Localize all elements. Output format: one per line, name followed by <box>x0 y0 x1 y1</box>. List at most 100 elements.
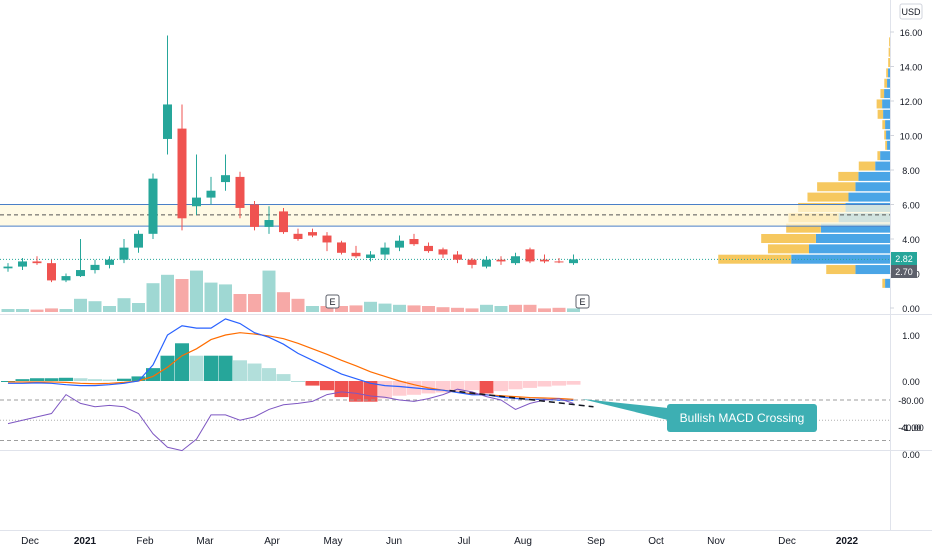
profile-bar-yellow <box>767 244 809 254</box>
macd-histogram-bar <box>508 381 523 390</box>
candle[interactable] <box>322 232 332 252</box>
secondary-price-label: 2.70 <box>895 267 913 277</box>
candle[interactable] <box>76 239 85 277</box>
candle[interactable] <box>47 259 56 283</box>
candle-body <box>32 261 42 264</box>
profile-bar-blue <box>883 109 890 119</box>
candle-body <box>134 233 143 248</box>
candle[interactable] <box>467 257 477 269</box>
price-tick-label: 14.00 <box>900 63 923 73</box>
rsi-trendline[interactable] <box>449 389 594 408</box>
candle[interactable] <box>496 256 506 265</box>
candle[interactable] <box>235 171 245 219</box>
currency-label-box <box>899 3 923 20</box>
macd-histogram-bar <box>247 363 262 381</box>
candle[interactable] <box>18 257 27 271</box>
candle[interactable] <box>366 251 375 262</box>
candle[interactable] <box>279 207 288 234</box>
candle[interactable] <box>540 254 549 264</box>
candle-body <box>90 264 100 271</box>
macd-histogram-bar <box>421 381 436 394</box>
time-tick-label: Oct <box>648 536 664 547</box>
candle[interactable] <box>148 173 158 239</box>
candle[interactable] <box>409 233 419 246</box>
candle-body <box>119 247 129 260</box>
profile-bar-blue <box>815 234 890 243</box>
time-tick-label: Dec <box>21 536 39 547</box>
candle[interactable] <box>105 256 114 269</box>
candle[interactable] <box>134 230 143 253</box>
candle[interactable] <box>61 273 71 283</box>
candle-body <box>221 175 230 183</box>
candle-body <box>453 254 462 260</box>
profile-bar-blue <box>885 120 890 130</box>
macd-histogram-bar <box>291 381 305 382</box>
candle[interactable] <box>192 154 201 215</box>
profile-bar-yellow <box>880 89 885 99</box>
profile-bar-yellow <box>888 58 890 68</box>
macd-histogram-bar <box>30 378 44 381</box>
volume-bar <box>74 298 87 312</box>
volume-bar <box>30 309 44 312</box>
macd-histogram-bar <box>552 381 566 386</box>
volume-bar <box>567 308 580 312</box>
candle-body <box>424 245 433 252</box>
price-tick-label: 6.00 <box>902 201 920 211</box>
rsi-line[interactable] <box>7 388 574 452</box>
volume-bars <box>1 270 580 312</box>
candle[interactable] <box>250 201 259 231</box>
profile-bar-blue <box>808 244 890 254</box>
candle[interactable] <box>206 176 216 205</box>
secondary-price-tag <box>891 265 917 278</box>
profile-bar-blue <box>820 223 890 233</box>
candle-body <box>438 249 448 255</box>
candlesticks <box>3 35 578 283</box>
candle[interactable] <box>163 35 172 155</box>
candle[interactable] <box>525 247 535 264</box>
candle[interactable] <box>395 235 404 252</box>
candle[interactable] <box>554 257 564 264</box>
candle[interactable] <box>264 206 274 234</box>
profile-bar-yellow <box>718 254 792 264</box>
candle[interactable] <box>3 263 13 272</box>
currency-label: USD <box>901 7 921 17</box>
candle[interactable] <box>308 228 317 238</box>
candle[interactable] <box>511 252 520 265</box>
candle-body <box>250 204 259 227</box>
profile-bar-yellow <box>884 130 887 140</box>
macd-histogram-bar <box>276 374 291 381</box>
candle[interactable] <box>177 104 187 231</box>
earnings-marker[interactable]: E <box>575 294 590 309</box>
volume-bar <box>364 301 377 312</box>
candle[interactable] <box>482 256 491 269</box>
macd-line[interactable] <box>8 318 574 401</box>
candle[interactable] <box>380 242 390 260</box>
macd-histogram-bar <box>436 381 450 393</box>
macd-histogram-bar <box>305 381 320 386</box>
candle[interactable] <box>221 154 230 191</box>
candle[interactable] <box>424 242 433 253</box>
candle[interactable] <box>438 247 448 258</box>
time-tick-label: Jul <box>458 536 471 547</box>
profile-bar-yellow <box>826 265 856 275</box>
macd-histogram-bar <box>73 378 88 381</box>
volume-bar <box>277 292 290 312</box>
earnings-marker[interactable]: E <box>325 294 340 309</box>
annotation-callout[interactable] <box>667 404 817 432</box>
candle[interactable] <box>293 228 303 241</box>
profile-bar-blue <box>880 151 890 161</box>
macd-histogram-bar <box>465 381 479 391</box>
candle-body <box>148 178 158 234</box>
macd-tick-label: -1.00 <box>901 423 922 433</box>
candle[interactable] <box>351 245 361 258</box>
candle[interactable] <box>569 254 578 265</box>
candle[interactable] <box>119 239 129 264</box>
candle[interactable] <box>90 259 100 274</box>
candle-body <box>525 249 535 262</box>
profile-bar-yellow <box>838 171 859 181</box>
candle[interactable] <box>337 240 346 255</box>
horizontal-levels <box>0 204 890 260</box>
candle[interactable] <box>32 256 42 265</box>
candle[interactable] <box>453 251 462 264</box>
